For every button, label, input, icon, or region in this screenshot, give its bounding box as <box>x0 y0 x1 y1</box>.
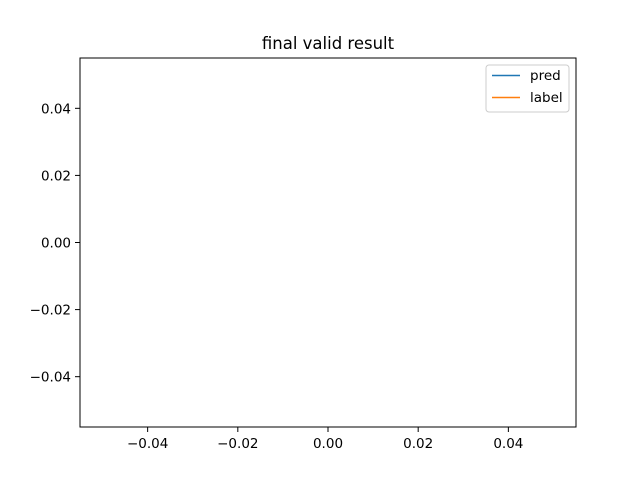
y-tick-label: −0.02 <box>30 303 71 319</box>
x-tick-label: 0.04 <box>493 436 523 452</box>
legend-box <box>485 64 570 113</box>
legend-label-label: label <box>530 90 563 106</box>
legend: pred label <box>485 64 570 113</box>
x-tick-label: 0.00 <box>313 436 343 452</box>
y-tick-label: 0.02 <box>41 168 71 184</box>
x-tick-label: −0.04 <box>127 436 168 452</box>
y-tick-label: 0.00 <box>41 236 71 252</box>
legend-label-pred: pred <box>530 68 561 84</box>
plot-area <box>79 57 577 428</box>
x-axis-ticks: −0.04 −0.02 0.00 0.02 0.04 <box>127 427 523 452</box>
y-tick-label: 0.04 <box>41 101 71 117</box>
chart-title: final valid result <box>262 34 395 53</box>
x-tick-label: −0.02 <box>217 436 258 452</box>
y-tick-label: −0.04 <box>30 370 71 386</box>
x-tick-label: 0.02 <box>403 436 433 452</box>
y-axis-ticks: −0.04 −0.02 0.00 0.02 0.04 <box>30 101 80 386</box>
